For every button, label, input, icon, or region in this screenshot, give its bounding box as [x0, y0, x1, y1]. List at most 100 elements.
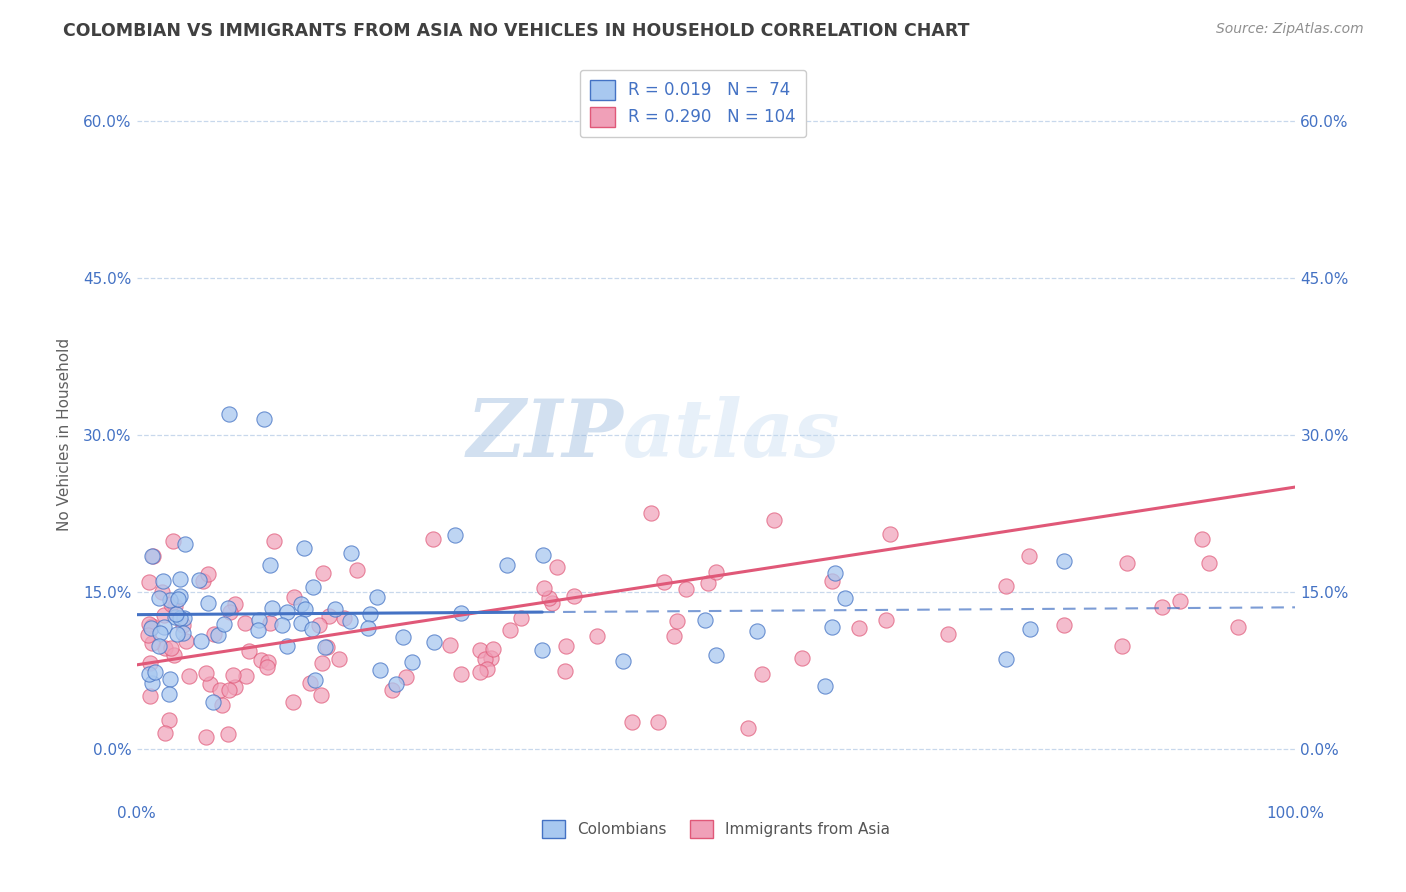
Point — [169, 572, 191, 586]
Point — [224, 680, 246, 694]
Point — [328, 651, 350, 665]
Point — [824, 566, 846, 580]
Point — [346, 564, 368, 578]
Point — [160, 641, 183, 656]
Point — [190, 634, 212, 648]
Point — [450, 667, 472, 681]
Point — [290, 615, 312, 630]
Point — [848, 621, 870, 635]
Point — [136, 627, 159, 641]
Point — [157, 687, 180, 701]
Point — [792, 651, 814, 665]
Point — [159, 597, 181, 611]
Point — [139, 656, 162, 670]
Point — [510, 611, 533, 625]
Point — [554, 664, 576, 678]
Point — [474, 652, 496, 666]
Point — [311, 566, 333, 580]
Point — [153, 607, 176, 622]
Point — [259, 616, 281, 631]
Point — [704, 648, 727, 662]
Point — [141, 618, 163, 632]
Point — [246, 623, 269, 637]
Point — [270, 617, 292, 632]
Point — [299, 676, 322, 690]
Point — [499, 624, 522, 638]
Point — [148, 639, 170, 653]
Point — [401, 655, 423, 669]
Point — [1115, 556, 1137, 570]
Point — [339, 546, 361, 560]
Point — [141, 635, 163, 649]
Point — [562, 589, 585, 603]
Point — [139, 690, 162, 704]
Point — [311, 656, 333, 670]
Point — [165, 599, 187, 613]
Point — [751, 667, 773, 681]
Point — [533, 581, 555, 595]
Point — [155, 640, 177, 655]
Point — [172, 626, 194, 640]
Point — [163, 648, 186, 662]
Point — [153, 620, 176, 634]
Point — [202, 627, 225, 641]
Point — [662, 628, 685, 642]
Point — [259, 558, 281, 572]
Point — [153, 726, 176, 740]
Point — [994, 652, 1017, 666]
Point — [422, 635, 444, 649]
Point — [339, 615, 361, 629]
Point — [263, 534, 285, 549]
Point — [217, 727, 239, 741]
Point — [165, 607, 187, 621]
Point — [1198, 556, 1220, 570]
Point — [294, 602, 316, 616]
Point — [162, 534, 184, 549]
Point — [666, 615, 689, 629]
Point — [218, 683, 240, 698]
Point — [166, 626, 188, 640]
Point — [834, 591, 856, 605]
Point — [314, 640, 336, 654]
Point — [1019, 622, 1042, 636]
Point — [218, 407, 240, 421]
Point — [470, 665, 492, 680]
Point — [762, 513, 785, 527]
Point — [174, 537, 197, 551]
Point — [612, 654, 634, 668]
Point — [207, 628, 229, 642]
Point — [1053, 618, 1076, 632]
Point — [138, 616, 160, 631]
Point — [283, 590, 305, 604]
Point — [1018, 549, 1040, 563]
Point — [1152, 600, 1174, 615]
Point — [586, 629, 609, 643]
Point — [188, 573, 211, 587]
Point — [302, 580, 325, 594]
Point — [143, 665, 166, 679]
Point — [152, 585, 174, 599]
Point — [821, 574, 844, 589]
Point — [318, 608, 340, 623]
Point — [167, 591, 190, 606]
Point — [936, 627, 959, 641]
Point — [538, 591, 561, 605]
Point — [675, 582, 697, 596]
Point — [1226, 620, 1249, 634]
Point — [148, 591, 170, 605]
Point — [169, 611, 191, 625]
Point — [281, 695, 304, 709]
Point — [159, 592, 181, 607]
Point — [814, 679, 837, 693]
Point — [368, 663, 391, 677]
Point — [304, 673, 326, 688]
Point — [276, 605, 298, 619]
Text: atlas: atlas — [623, 396, 841, 474]
Point — [217, 601, 239, 615]
Point — [496, 558, 519, 572]
Point — [450, 607, 472, 621]
Point — [290, 597, 312, 611]
Point — [439, 638, 461, 652]
Point — [292, 541, 315, 555]
Point — [191, 574, 214, 588]
